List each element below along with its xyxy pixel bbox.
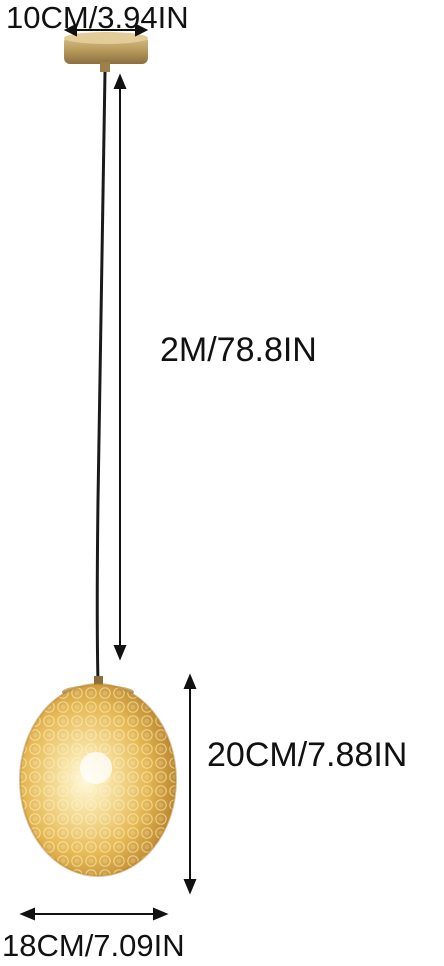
- shade-width-arrow: [19, 907, 169, 921]
- cord-length-label: 2M/78.8IN: [160, 331, 317, 369]
- canopy-width-arrow: [63, 23, 149, 37]
- power-cord: [95, 71, 107, 683]
- cord-length-arrow: [113, 73, 127, 661]
- shade-height-label: 20CM/7.88IN: [207, 736, 408, 774]
- glass-shade: [19, 683, 177, 877]
- shade-width-label: 18CM/7.09IN: [2, 928, 185, 963]
- ceiling-canopy: [64, 32, 148, 72]
- bulb-glow: [80, 752, 112, 784]
- canopy-diameter-label: 10CM/3.94IN: [6, 0, 189, 35]
- shade-height-arrow: [183, 673, 197, 895]
